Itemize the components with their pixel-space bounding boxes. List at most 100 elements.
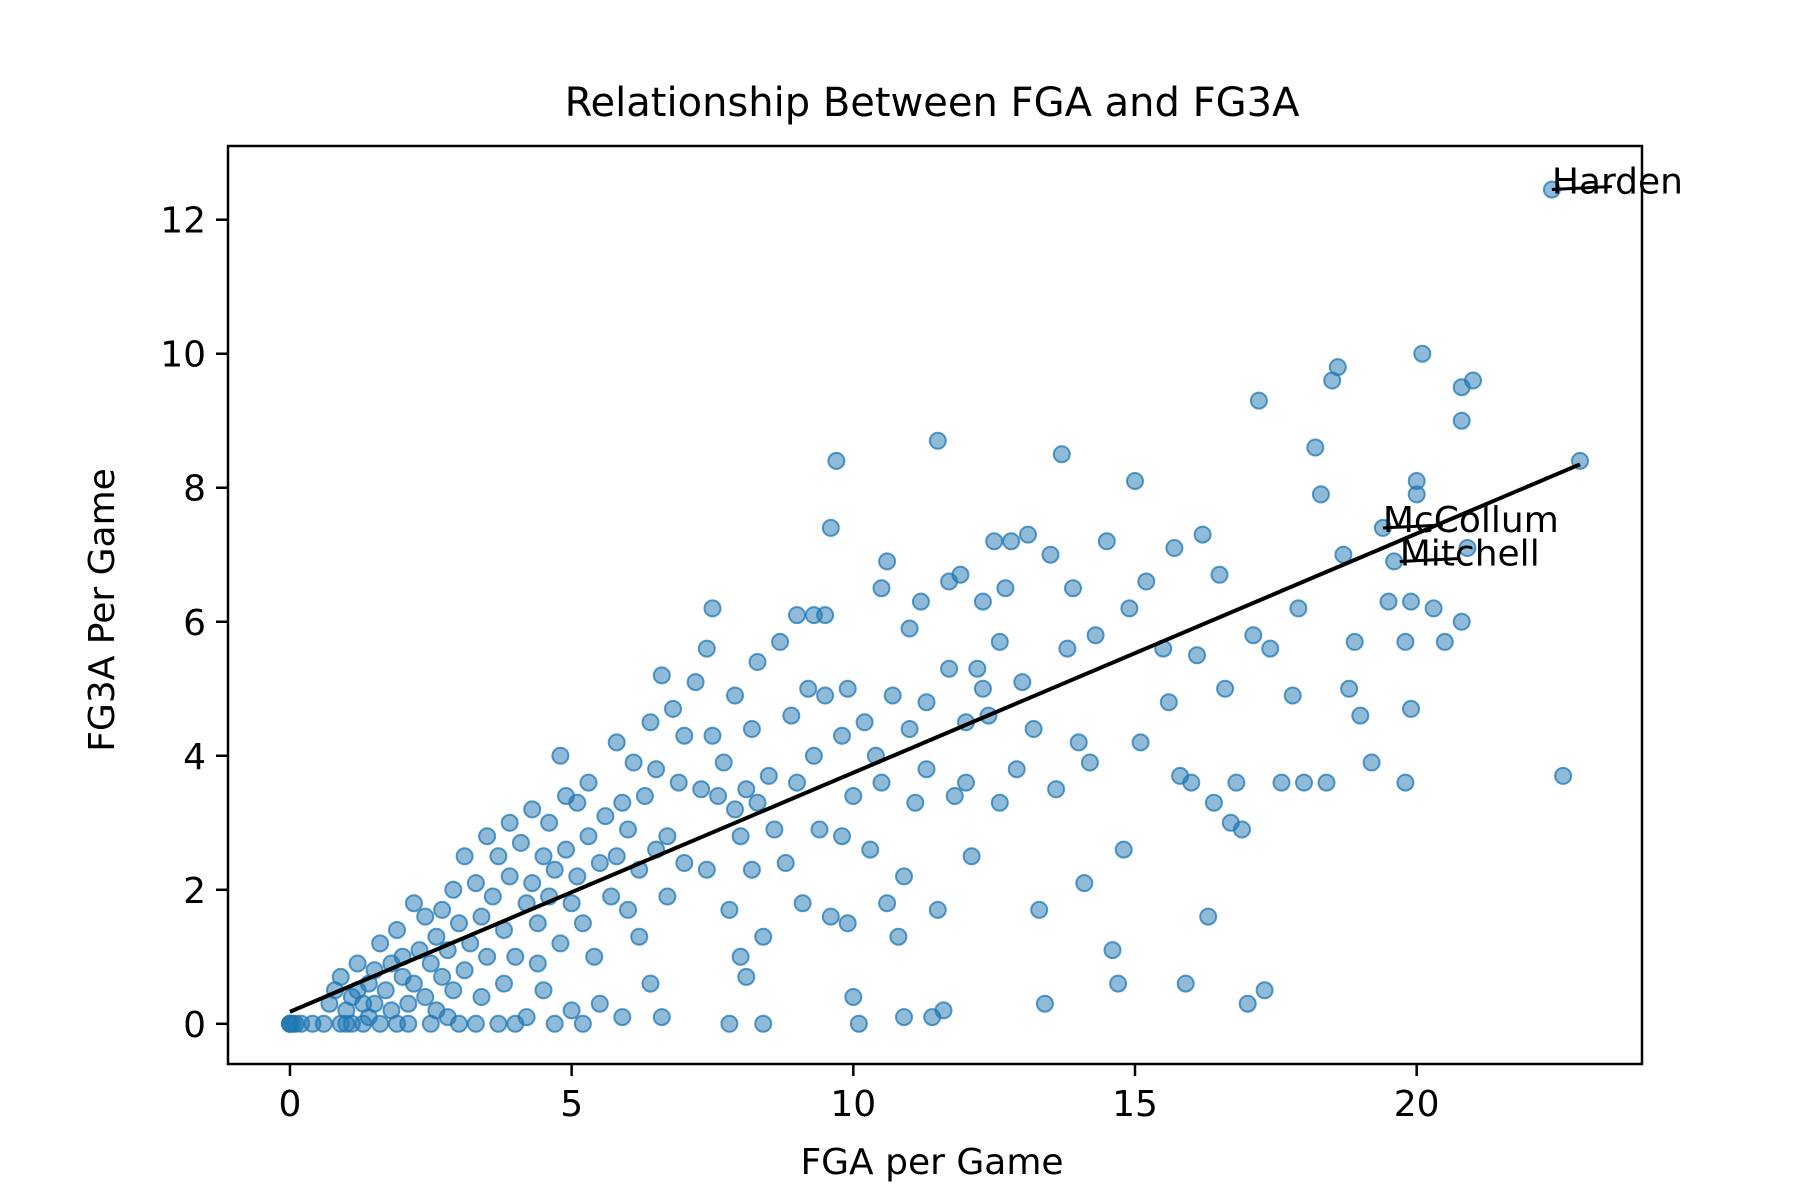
data-point: [968, 659, 987, 678]
data-point: [1176, 974, 1195, 993]
data-point: [878, 894, 897, 913]
data-point: [1137, 572, 1156, 591]
data-point: [421, 954, 440, 973]
y-tick-label: 12: [160, 201, 206, 242]
data-point: [1159, 693, 1178, 712]
data-point: [376, 981, 395, 1000]
data-point: [495, 974, 513, 993]
data-point: [590, 854, 609, 872]
annotation-label: Harden: [1552, 162, 1683, 203]
data-point: [793, 894, 812, 913]
data-point: [455, 961, 474, 980]
data-point: [821, 907, 840, 926]
data-point: [1210, 565, 1229, 584]
data-point: [528, 954, 547, 973]
data-point: [511, 833, 530, 852]
data-point: [973, 679, 992, 698]
data-point: [985, 532, 1004, 551]
data-point: [478, 947, 497, 966]
axes: 0 5 10 15 20 0 2 4 6 8 10 12: [160, 144, 1644, 1125]
data-point: [602, 887, 621, 906]
data-point: [990, 793, 1009, 812]
annotation-pointer: [1382, 523, 1443, 530]
data-point: [523, 800, 542, 819]
data-point: [635, 787, 654, 805]
data-point: [1272, 773, 1291, 792]
data-point: [945, 787, 964, 805]
data-point: [540, 813, 559, 832]
data-point: [500, 867, 519, 886]
data-point: [782, 706, 801, 725]
data-point: [742, 720, 761, 738]
data-point: [996, 579, 1015, 598]
data-point: [1238, 994, 1257, 1013]
data-point: [416, 988, 435, 1006]
data-point: [776, 854, 795, 872]
data-point: [1030, 900, 1049, 919]
data-point: [703, 599, 722, 618]
data-point: [551, 746, 570, 765]
data-point: [568, 867, 587, 886]
data-point: [1396, 632, 1415, 651]
data-point: [957, 773, 975, 792]
y-tick-label: 8: [183, 469, 206, 510]
data-point: [844, 988, 863, 1006]
data-point: [500, 813, 519, 832]
data-point: [652, 666, 671, 685]
annotation-label: Mitchell: [1400, 533, 1540, 574]
data-point: [528, 914, 547, 933]
y-tick-label: 0: [183, 1005, 206, 1046]
data-point: [697, 639, 716, 658]
data-point: [1452, 378, 1471, 397]
data-point: [906, 793, 925, 812]
data-point: [799, 679, 818, 698]
data-point: [371, 1014, 390, 1033]
data-point: [562, 894, 581, 913]
data-point: [647, 760, 666, 779]
data-point: [1402, 699, 1420, 718]
data-point: [573, 914, 592, 933]
data-point: [759, 766, 778, 785]
data-point: [1227, 773, 1246, 792]
data-point: [399, 1014, 418, 1033]
data-point: [816, 686, 835, 705]
data-point: [849, 1014, 868, 1033]
data-point: [545, 860, 564, 879]
data-point: [731, 947, 750, 966]
data-point: [1424, 599, 1443, 618]
annotation-label: McCollum: [1383, 500, 1559, 541]
data-point: [557, 840, 575, 859]
data-point: [1328, 358, 1347, 377]
data-point: [928, 900, 947, 919]
data-point: [331, 967, 350, 986]
data-point: [444, 880, 463, 899]
x-tick-label: 20: [1394, 1084, 1440, 1125]
trend-line: [289, 462, 1581, 1014]
data-point: [804, 746, 823, 765]
data-point: [1306, 438, 1325, 457]
data-point: [1131, 733, 1150, 752]
data-point: [1295, 773, 1313, 792]
data-point: [855, 713, 874, 732]
data-point: [1554, 766, 1573, 785]
data-point: [900, 720, 919, 738]
data-point: [771, 632, 790, 651]
data-point: [585, 947, 604, 966]
data-point: [466, 1014, 485, 1033]
data-point: [742, 860, 761, 879]
data-point: [1058, 639, 1077, 658]
data-point: [731, 827, 750, 846]
data-point: [1165, 539, 1184, 557]
data-point: [506, 947, 525, 966]
data-point: [399, 994, 418, 1013]
data-point: [1351, 706, 1370, 725]
data-point: [889, 927, 908, 946]
data-point: [838, 914, 857, 933]
data-point: [450, 914, 468, 933]
data-point: [388, 921, 406, 939]
data-point: [658, 827, 677, 846]
data-point: [579, 827, 598, 846]
data-points: [281, 180, 1589, 1033]
